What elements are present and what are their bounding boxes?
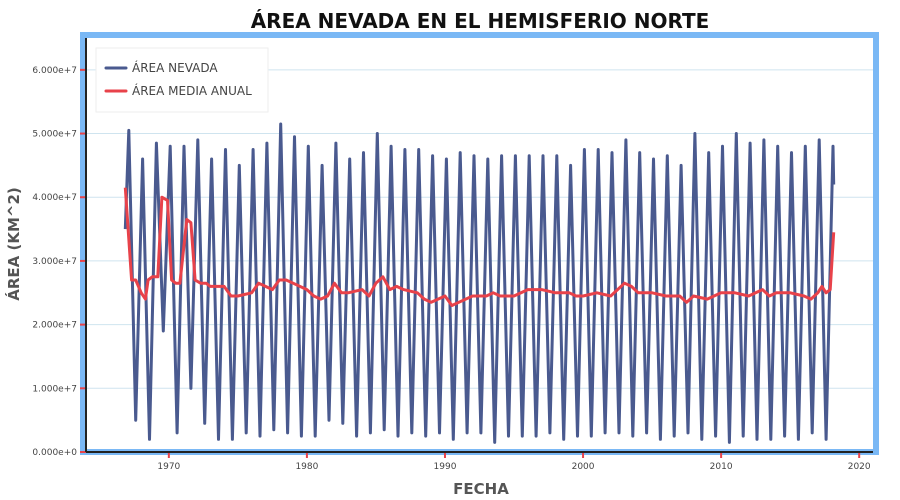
chart-title: ÁREA NEVADA EN EL HEMISFERIO NORTE — [251, 9, 710, 33]
x-tick-label: 2010 — [710, 462, 733, 472]
y-tick-label: 6.000e+7 — [32, 66, 77, 76]
y-tick-label: 4.000e+7 — [32, 193, 77, 203]
legend-label-mean: ÁREA MEDIA ANUAL — [132, 83, 252, 98]
series-layer — [123, 122, 836, 444]
y-tick-label: 1.000e+7 — [32, 384, 77, 394]
legend-box — [95, 47, 269, 113]
x-tick-label: 1990 — [434, 462, 457, 472]
series-line-area-media-anual — [123, 187, 836, 307]
y-axis-title: ÁREA (KM^2) — [4, 187, 23, 301]
axes: 0.000e+0 1.000e+7 2.000e+7 3.000e+7 4.000e+7… — [32, 38, 873, 472]
legend-label-snow: ÁREA NEVADA — [132, 60, 218, 75]
legend: ÁREA NEVADA ÁREA MEDIA ANUAL — [95, 47, 269, 113]
x-tick-label: 2000 — [572, 462, 595, 472]
y-tick-label: 2.000e+7 — [32, 321, 77, 331]
x-tick-label: 1970 — [157, 462, 180, 472]
y-tick-label: 5.000e+7 — [32, 130, 77, 140]
y-tick-label: 3.000e+7 — [32, 257, 77, 267]
x-tick-label: 2020 — [848, 462, 871, 472]
x-axis-title: FECHA — [453, 480, 509, 498]
y-tick-label: 0.000e+0 — [32, 448, 77, 458]
series-line-area-nevada — [123, 122, 836, 444]
x-tick-label: 1980 — [295, 462, 318, 472]
